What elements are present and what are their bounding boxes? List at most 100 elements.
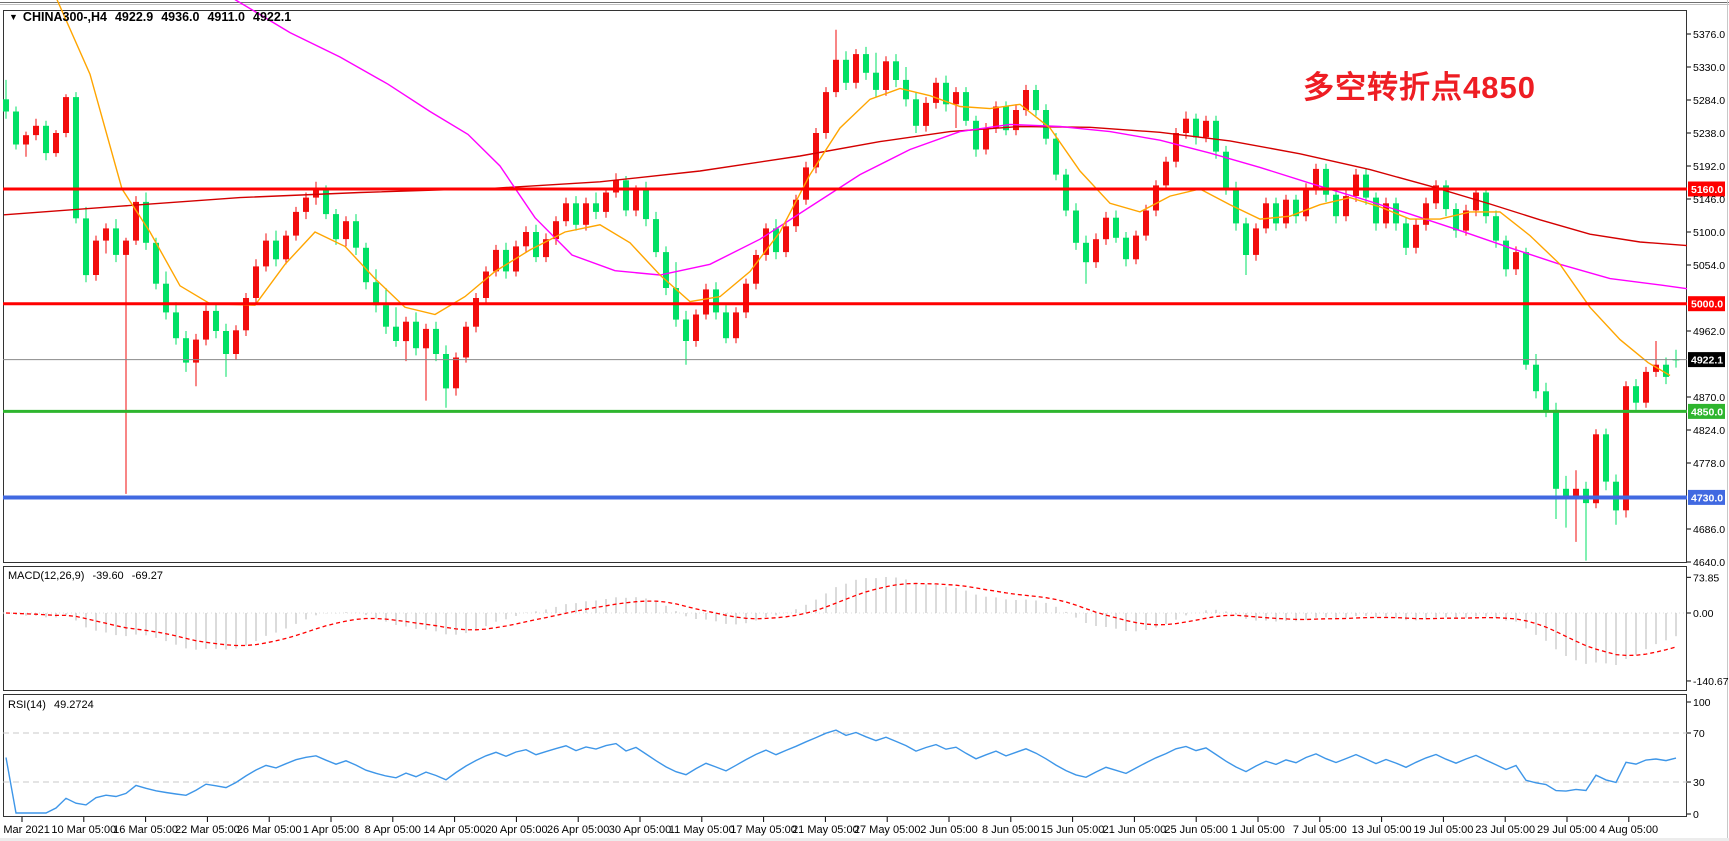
candle	[1093, 239, 1099, 263]
candle	[193, 339, 199, 363]
time-label: 29 Jul 05:00	[1537, 824, 1597, 836]
level-4850.0-box	[1688, 403, 1725, 419]
candle	[913, 99, 919, 126]
candle	[63, 97, 69, 133]
candle	[1243, 223, 1249, 255]
candle	[43, 125, 49, 154]
candle	[483, 271, 489, 298]
candle	[263, 240, 269, 267]
time-label: 13 Jul 05:00	[1352, 824, 1412, 836]
candle	[603, 192, 609, 212]
candle	[1083, 242, 1089, 263]
candle	[363, 247, 369, 283]
candle	[853, 54, 859, 83]
level-5160.0-box	[1688, 181, 1725, 197]
candle	[1633, 386, 1639, 403]
candle	[123, 240, 129, 255]
price-tick-label: 5376.0	[1693, 29, 1725, 41]
macd-histogram	[15, 577, 1677, 665]
candle	[1463, 210, 1469, 231]
candle	[1523, 252, 1529, 365]
macd-signal-value: -69.27	[131, 570, 163, 582]
time-label: 21 Jun 05:00	[1103, 824, 1167, 836]
rsi-axis-label: 100	[1693, 697, 1711, 709]
candle	[1503, 240, 1509, 270]
candle	[953, 92, 959, 105]
candle	[1283, 199, 1289, 224]
candle	[1383, 203, 1389, 224]
candle	[493, 249, 499, 272]
ma-mid-magenta	[234, 0, 1688, 290]
time-label: 8 Jun 05:00	[982, 824, 1040, 836]
candle	[943, 82, 949, 105]
candle	[1193, 118, 1199, 138]
price-tick-label: 4640.0	[1693, 557, 1725, 569]
rsi-axis-label: 30	[1693, 777, 1705, 789]
candle	[743, 283, 749, 313]
candle	[1423, 203, 1429, 225]
time-label: 20 Apr 05:00	[485, 824, 547, 836]
symbol-dropdown-icon[interactable]: ▼	[9, 12, 18, 22]
price-tick-label: 5238.0	[1693, 128, 1725, 140]
rsi-line	[5, 729, 1677, 814]
candle	[1173, 133, 1179, 162]
candle	[1103, 217, 1109, 240]
candle	[403, 321, 409, 342]
candle	[103, 228, 109, 241]
candle	[1473, 192, 1479, 211]
time-label: 25 Jun 05:00	[1164, 824, 1228, 836]
candle	[583, 203, 589, 225]
candle	[1643, 371, 1649, 403]
candle	[23, 135, 29, 145]
quote-low: 4911.0	[207, 10, 245, 24]
candle	[53, 133, 59, 154]
candles-group	[3, 29, 1680, 561]
quote-close: 4922.1	[253, 10, 292, 24]
candle	[1453, 209, 1459, 231]
candle	[313, 189, 319, 198]
time-label: 27 May 05:00	[854, 824, 921, 836]
candle	[343, 221, 349, 240]
candle	[1513, 252, 1519, 270]
candle	[203, 310, 209, 340]
candle	[763, 228, 769, 255]
candle	[33, 125, 39, 136]
candle	[1273, 203, 1279, 224]
macd-indicator-label: MACD(12,26,9) -39.60 -69.27	[8, 570, 168, 582]
candle	[1433, 185, 1439, 204]
candle	[503, 249, 509, 272]
candle	[523, 232, 529, 247]
level-5160.0-box-label: 5160.0	[1691, 184, 1723, 196]
time-label: 17 May 05:00	[730, 824, 797, 836]
ma-fast-orange	[56, 0, 1671, 377]
price-tick-label: 5284.0	[1693, 95, 1725, 107]
candle	[373, 282, 379, 306]
rsi-axis-label: 0	[1693, 809, 1699, 821]
candle	[1413, 224, 1419, 248]
candle	[3, 99, 9, 112]
price-tick-label: 5146.0	[1693, 194, 1725, 206]
candle	[443, 354, 449, 389]
candle	[143, 201, 149, 243]
candle	[173, 312, 179, 339]
candle	[1363, 174, 1369, 198]
candle	[323, 189, 329, 215]
time-label: 21 May 05:00	[792, 824, 859, 836]
candle	[823, 92, 829, 133]
candle	[833, 59, 839, 93]
candle	[643, 190, 649, 220]
candle	[1163, 161, 1169, 186]
candle	[1153, 185, 1159, 211]
level-4850.0-box-label: 4850.0	[1691, 406, 1723, 418]
candle	[623, 180, 629, 211]
candle	[13, 111, 19, 145]
quote-high: 4936.0	[161, 10, 200, 24]
candle	[593, 203, 599, 212]
candle	[1373, 197, 1379, 224]
current-price-box-label: 4922.1	[1691, 355, 1723, 367]
candle	[1063, 174, 1069, 211]
candle	[463, 326, 469, 358]
candle	[1113, 217, 1119, 238]
